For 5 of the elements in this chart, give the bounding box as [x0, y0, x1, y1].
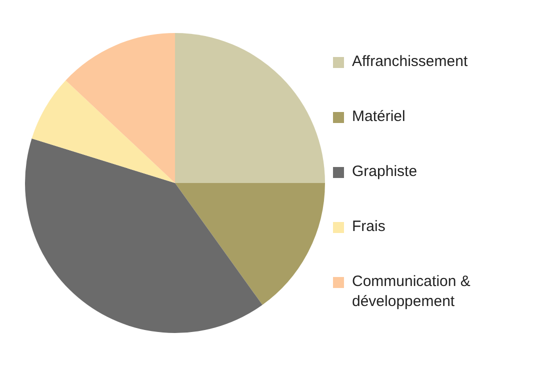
legend-label: Communication & développement: [352, 272, 472, 312]
legend-label: Frais: [352, 217, 386, 237]
legend-label: Affranchissement: [352, 52, 468, 72]
legend-label: Matériel: [352, 107, 406, 127]
legend-label: Graphiste: [352, 162, 418, 182]
